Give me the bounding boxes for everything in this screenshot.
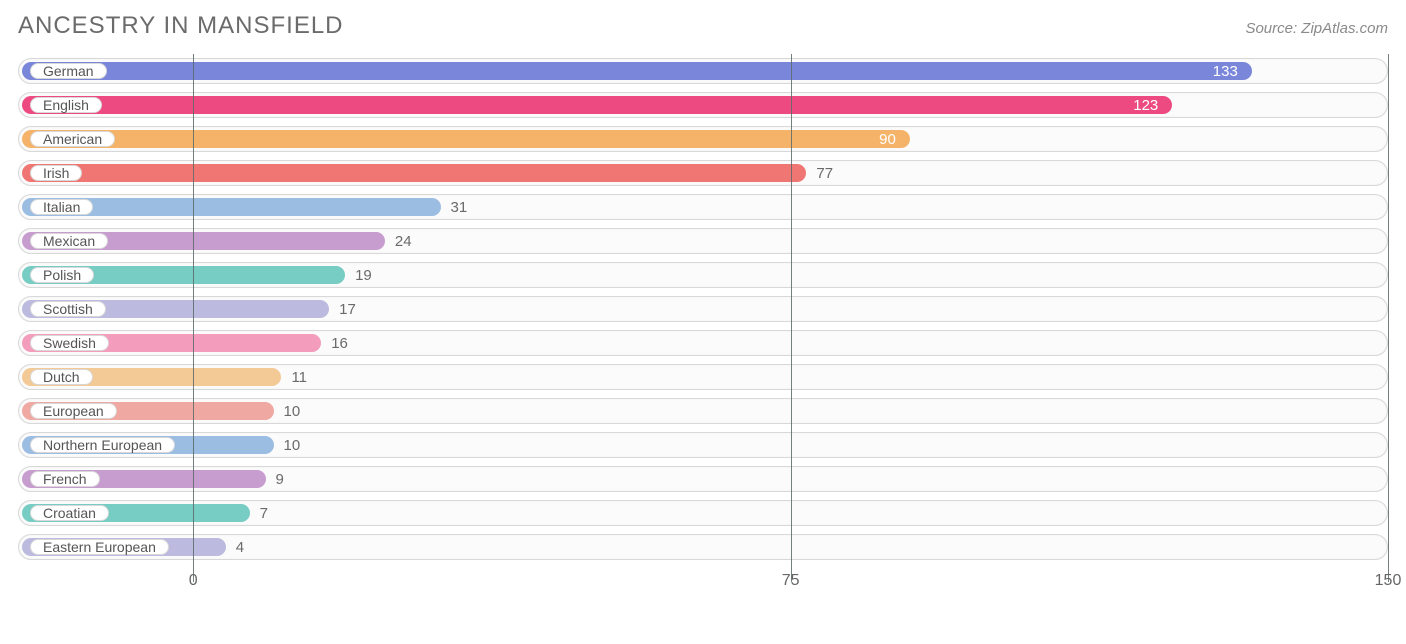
bar-track: Eastern European 4 bbox=[18, 534, 1388, 560]
bar bbox=[22, 130, 910, 148]
bar-label: French bbox=[30, 471, 100, 487]
bar-track: English 123 bbox=[18, 92, 1388, 118]
chart-title: ANCESTRY IN MANSFIELD bbox=[18, 12, 344, 40]
bar-track: Irish 77 bbox=[18, 160, 1388, 186]
bar-value: 7 bbox=[260, 501, 268, 525]
bar-value: 10 bbox=[284, 433, 301, 457]
bar-value: 77 bbox=[816, 161, 833, 185]
bar-value: 133 bbox=[1213, 59, 1238, 83]
bar bbox=[22, 164, 806, 182]
bar-value: 90 bbox=[879, 127, 896, 151]
bar-track: Northern European 10 bbox=[18, 432, 1388, 458]
bar-label: Northern European bbox=[30, 437, 175, 453]
bar-value: 4 bbox=[236, 535, 244, 559]
bar-track: German 133 bbox=[18, 58, 1388, 84]
bar-label: Mexican bbox=[30, 233, 108, 249]
bar-label: European bbox=[30, 403, 117, 419]
bar-track: Dutch 11 bbox=[18, 364, 1388, 390]
bar-track: European 10 bbox=[18, 398, 1388, 424]
bar-track: Polish 19 bbox=[18, 262, 1388, 288]
bar-label: Scottish bbox=[30, 301, 106, 317]
bar-value: 24 bbox=[395, 229, 412, 253]
ancestry-bar-chart: German 133 English 123 American 90 Irish 77 Ital… bbox=[18, 58, 1388, 594]
bar-track: Swedish 16 bbox=[18, 330, 1388, 356]
bar-label: German bbox=[30, 63, 107, 79]
grid-line bbox=[193, 54, 194, 582]
bar-label: Dutch bbox=[30, 369, 93, 385]
bar-value: 123 bbox=[1133, 93, 1158, 117]
bar-label: Irish bbox=[30, 165, 82, 181]
grid-line bbox=[791, 54, 792, 582]
bar-value: 10 bbox=[284, 399, 301, 423]
bar bbox=[22, 96, 1172, 114]
header: ANCESTRY IN MANSFIELD Source: ZipAtlas.c… bbox=[18, 12, 1388, 40]
bar-track: American 90 bbox=[18, 126, 1388, 152]
bar-label: Croatian bbox=[30, 505, 109, 521]
bar-value: 19 bbox=[355, 263, 372, 287]
bar-track: Italian 31 bbox=[18, 194, 1388, 220]
bar-track: Scottish 17 bbox=[18, 296, 1388, 322]
bar-label: English bbox=[30, 97, 102, 113]
grid-line bbox=[1388, 54, 1389, 582]
bar-label: Italian bbox=[30, 199, 93, 215]
bar-track: Mexican 24 bbox=[18, 228, 1388, 254]
bar-label: Polish bbox=[30, 267, 94, 283]
bar-value: 9 bbox=[276, 467, 284, 491]
bar-track: French 9 bbox=[18, 466, 1388, 492]
bar-label: Swedish bbox=[30, 335, 109, 351]
bar bbox=[22, 62, 1252, 80]
chart-source: Source: ZipAtlas.com bbox=[1245, 20, 1388, 37]
x-axis: 075150 bbox=[18, 568, 1388, 594]
bar-value: 17 bbox=[339, 297, 356, 321]
plot-area: German 133 English 123 American 90 Irish 77 Ital… bbox=[18, 58, 1388, 560]
bar-label: Eastern European bbox=[30, 539, 169, 555]
bar-label: American bbox=[30, 131, 115, 147]
bar-value: 31 bbox=[451, 195, 468, 219]
bar-track: Croatian 7 bbox=[18, 500, 1388, 526]
bar-value: 16 bbox=[331, 331, 348, 355]
bar-value: 11 bbox=[291, 365, 307, 389]
